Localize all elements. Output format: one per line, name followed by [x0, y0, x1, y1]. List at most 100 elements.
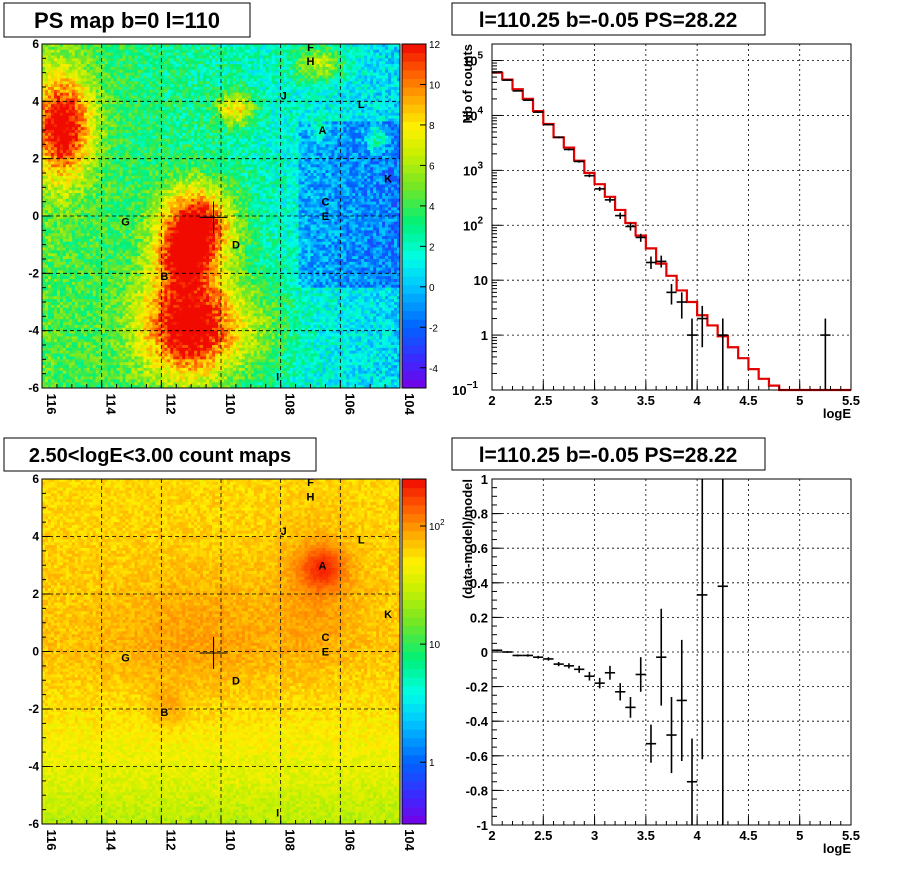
heatmap-cell [152, 104, 156, 108]
heatmap-cell [143, 66, 147, 71]
heatmap-cell [167, 118, 171, 122]
heatmap-cell [394, 87, 398, 91]
heatmap-cell [212, 112, 216, 117]
heatmap-cell [226, 127, 231, 131]
heatmap-cell [373, 64, 377, 68]
heatmap-cell [283, 98, 288, 102]
heatmap-cell [212, 84, 216, 88]
heatmap-cell [203, 127, 207, 131]
heatmap-cell [343, 78, 347, 82]
heatmap-cell [212, 150, 216, 154]
heatmap-cell [394, 147, 398, 151]
heatmap-cell [229, 107, 234, 111]
heatmap-cell [331, 132, 335, 137]
heatmap-cell [391, 124, 395, 128]
heatmap-cell [110, 130, 114, 134]
heatmap-cell [50, 130, 55, 134]
heatmap-cell [59, 78, 64, 82]
heatmap-cell [59, 118, 64, 122]
heatmap-cell [152, 95, 156, 99]
heatmap-cell [155, 69, 159, 74]
heatmap-cell [47, 75, 52, 79]
heatmap-cell [68, 58, 73, 62]
heatmap-cell [68, 112, 73, 117]
heatmap-cell [140, 112, 144, 117]
heatmap-cell [280, 55, 285, 59]
heatmap-cell [271, 92, 276, 96]
heatmap-cell [232, 92, 237, 96]
heatmap-cell [256, 147, 261, 151]
heatmap-cell [244, 158, 249, 162]
heatmap-cell [247, 89, 252, 94]
heatmap-cell [65, 115, 70, 119]
heatmap-cell [286, 124, 291, 128]
heatmap-cell [143, 107, 147, 111]
heatmap-cell [262, 78, 267, 82]
heatmap-cell [62, 121, 67, 125]
heatmap-cell [250, 75, 255, 79]
heatmap-cell [382, 107, 386, 111]
heatmap-cell [68, 118, 73, 122]
heatmap-cell [223, 46, 228, 51]
heatmap-cell [280, 135, 285, 139]
heatmap-cell [223, 118, 228, 122]
heatmap-cell [152, 55, 156, 59]
heatmap-cell [203, 141, 207, 145]
heatmap-cell [104, 152, 109, 157]
heatmap-cell [128, 109, 132, 114]
heatmap-cell [292, 58, 296, 62]
heatmap-cell [349, 141, 353, 145]
heatmap-cell [388, 44, 392, 48]
heatmap-cell [238, 78, 243, 82]
heatmap-cell [286, 144, 291, 148]
heatmap-cell [334, 46, 338, 51]
heatmap-cell [385, 98, 389, 102]
heatmap-cell [176, 115, 180, 119]
heatmap-cell [71, 158, 76, 162]
heatmap-cell [373, 55, 377, 59]
heatmap-cell [331, 147, 335, 151]
heatmap-cell [83, 92, 88, 96]
heatmap-cell [137, 158, 141, 162]
heatmap-cell [86, 87, 91, 91]
heatmap-cell [388, 46, 392, 51]
heatmap-cell [361, 87, 365, 91]
heatmap-cell [173, 121, 177, 125]
heatmap-cell [113, 161, 117, 165]
heatmap-cell [367, 89, 371, 94]
heatmap-cell [59, 52, 64, 56]
heatmap-cell [143, 104, 147, 108]
heatmap-cell [212, 95, 216, 99]
heatmap-cell [68, 66, 73, 71]
heatmap-cell [42, 152, 46, 157]
heatmap-cell [397, 135, 401, 139]
heatmap-cell [155, 109, 159, 114]
heatmap-cell [128, 87, 132, 91]
heatmap-cell [268, 72, 273, 76]
heatmap-cell [42, 52, 46, 56]
heatmap-cell [134, 104, 138, 108]
heatmap-cell [355, 152, 359, 157]
heatmap-cell [373, 49, 377, 53]
heatmap-cell [325, 69, 329, 74]
heatmap-cell [307, 135, 311, 139]
heatmap-cell [337, 81, 341, 85]
heatmap-cell [367, 107, 371, 111]
heatmap-cell [391, 141, 395, 145]
heatmap-cell [349, 58, 353, 62]
heatmap-cell [152, 127, 156, 131]
heatmap-cell [74, 161, 79, 165]
heatmap-cell [65, 155, 70, 160]
heatmap-cell [188, 109, 192, 114]
heatmap-cell [146, 46, 150, 51]
heatmap-cell [86, 81, 91, 85]
heatmap-cell [167, 121, 171, 125]
heatmap-cell [98, 158, 103, 162]
heatmap-cell [298, 92, 302, 96]
heatmap-cell [77, 61, 82, 65]
heatmap-cell [301, 124, 305, 128]
heatmap-cell [316, 92, 320, 96]
heatmap-cell [238, 161, 243, 165]
heatmap-cell [370, 55, 374, 59]
heatmap-cell [259, 64, 264, 68]
